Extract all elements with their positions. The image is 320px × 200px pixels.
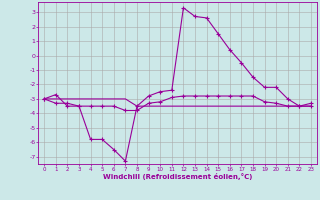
X-axis label: Windchill (Refroidissement éolien,°C): Windchill (Refroidissement éolien,°C) [103, 173, 252, 180]
